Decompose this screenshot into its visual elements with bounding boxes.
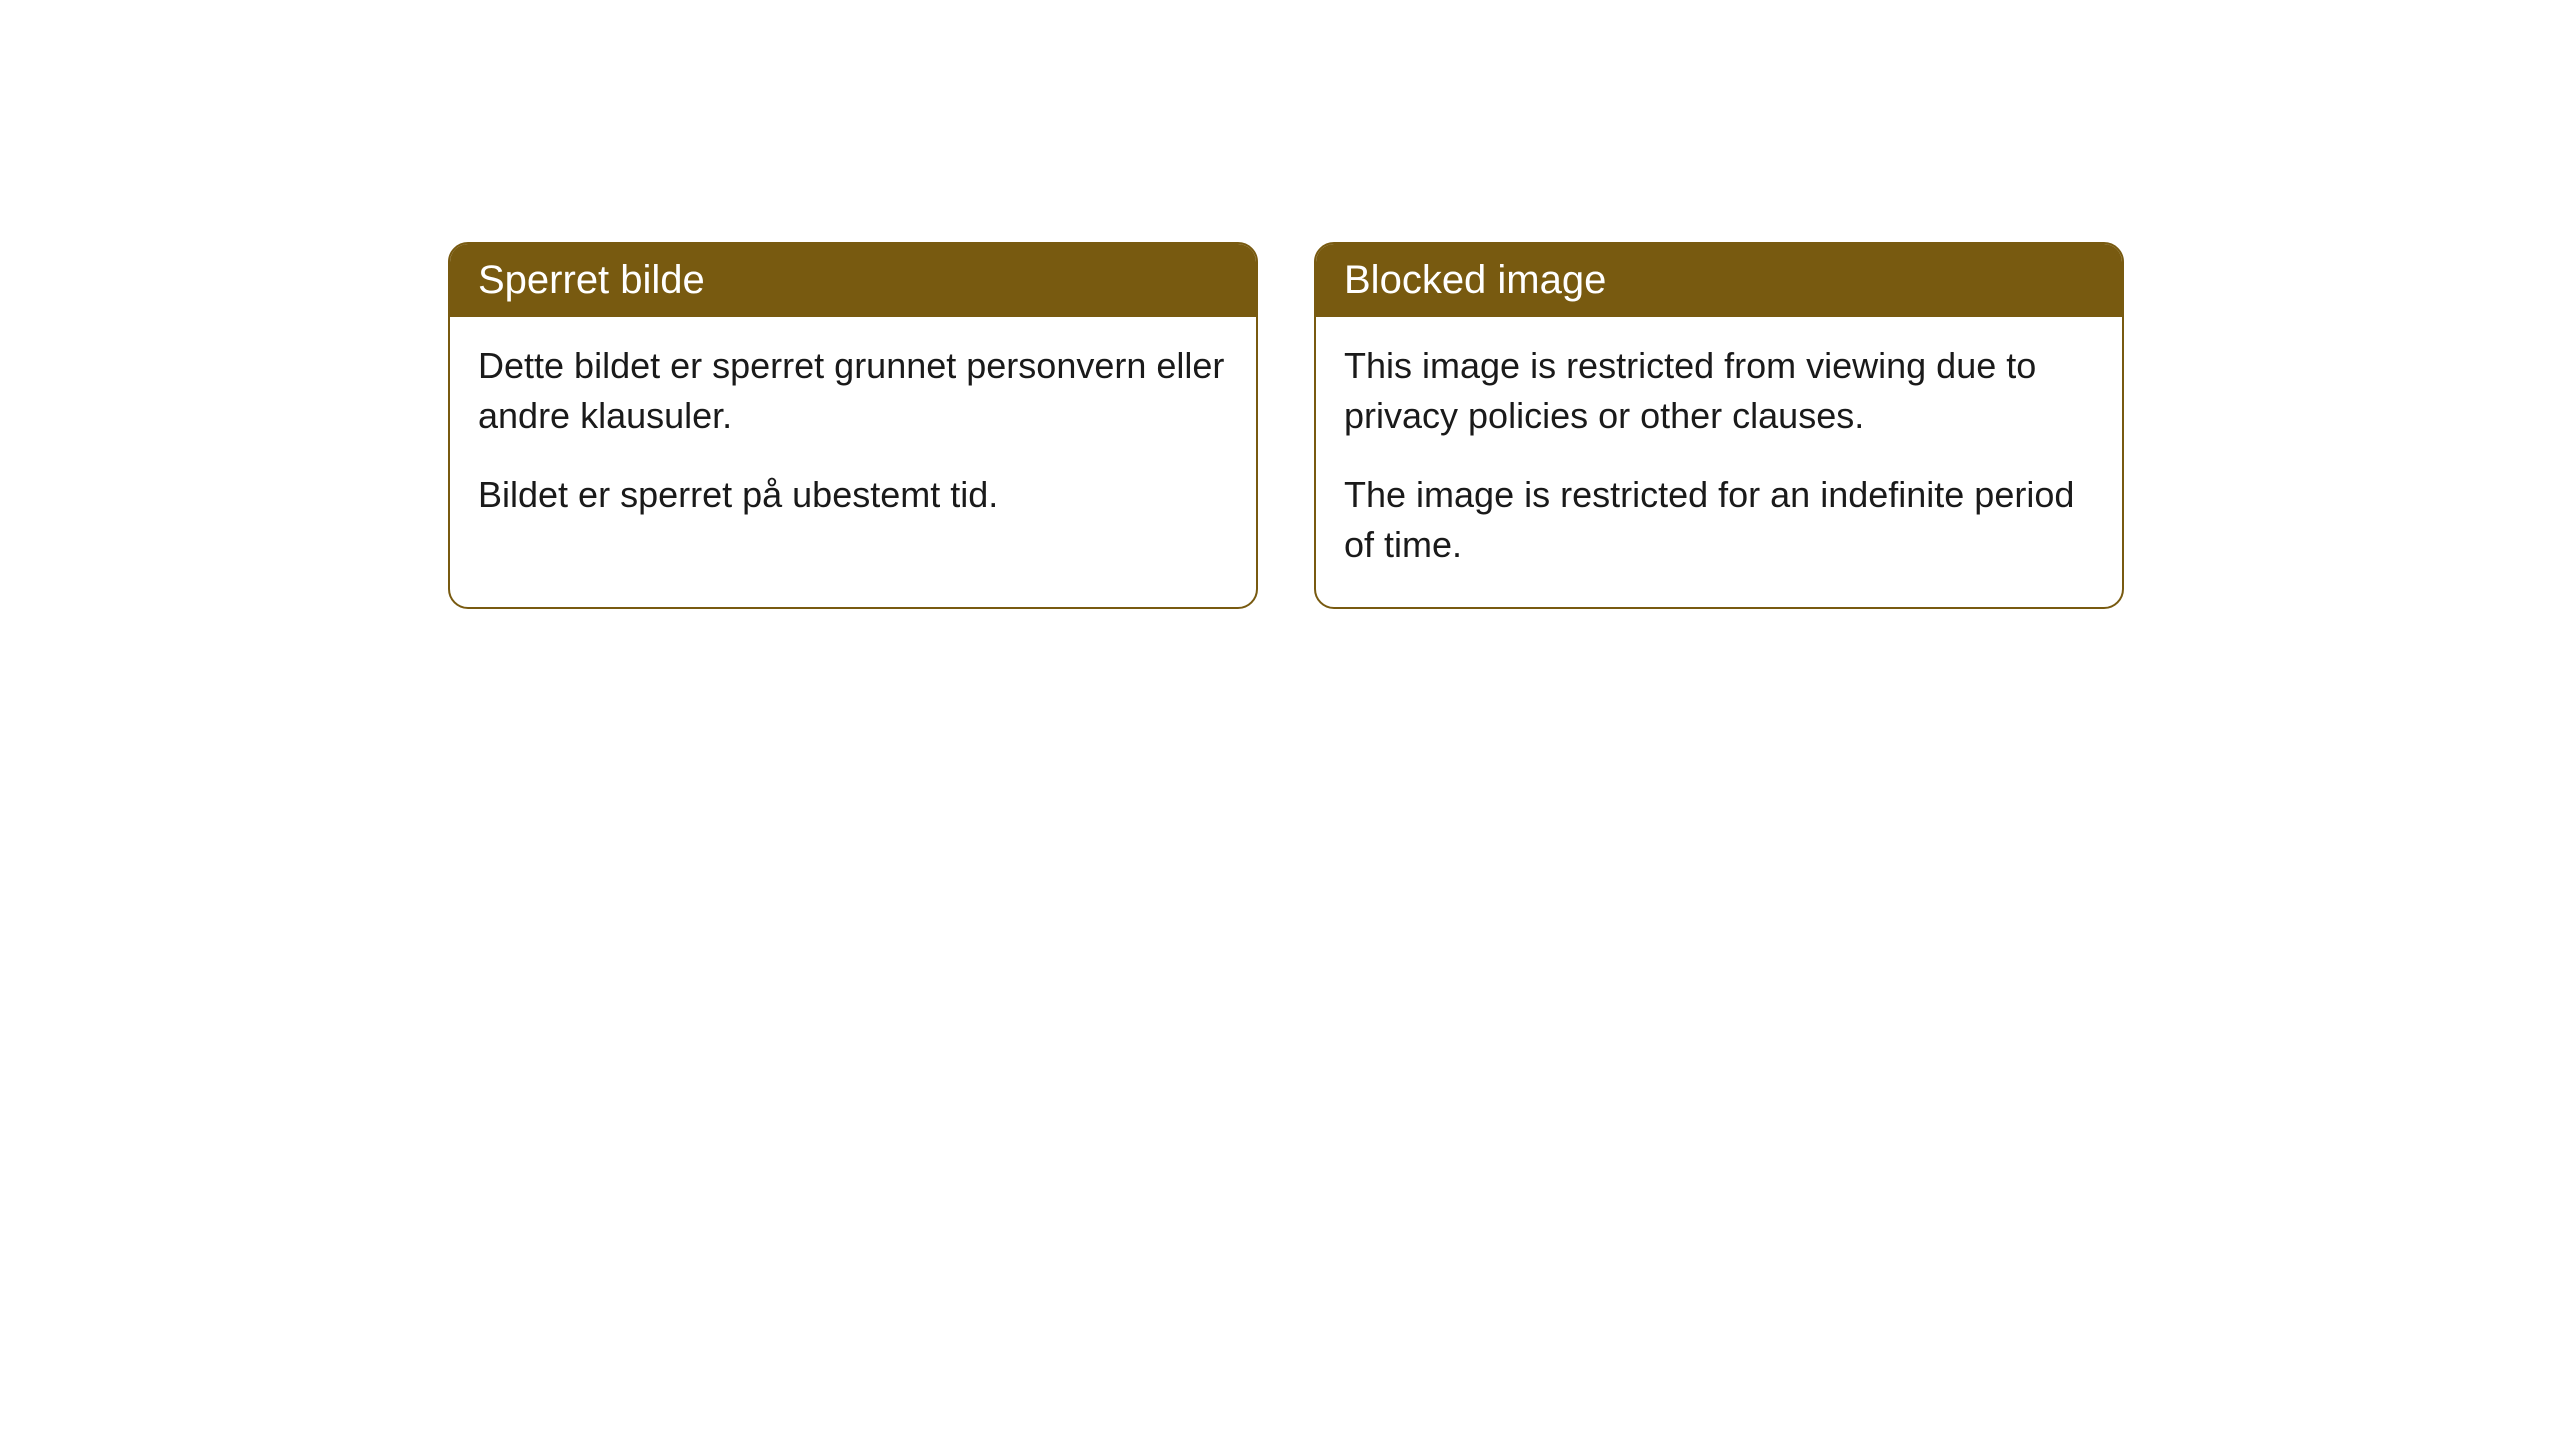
card-paragraph: Bildet er sperret på ubestemt tid. [478,470,1228,520]
card-paragraph: Dette bildet er sperret grunnet personve… [478,341,1228,442]
notice-cards-container: Sperret bilde Dette bildet er sperret gr… [448,242,2124,609]
blocked-image-card-english: Blocked image This image is restricted f… [1314,242,2124,609]
card-body-english: This image is restricted from viewing du… [1316,317,2122,607]
blocked-image-card-norwegian: Sperret bilde Dette bildet er sperret gr… [448,242,1258,609]
card-paragraph: This image is restricted from viewing du… [1344,341,2094,442]
card-paragraph: The image is restricted for an indefinit… [1344,470,2094,571]
card-header-norwegian: Sperret bilde [450,244,1256,317]
card-body-norwegian: Dette bildet er sperret grunnet personve… [450,317,1256,556]
card-header-english: Blocked image [1316,244,2122,317]
